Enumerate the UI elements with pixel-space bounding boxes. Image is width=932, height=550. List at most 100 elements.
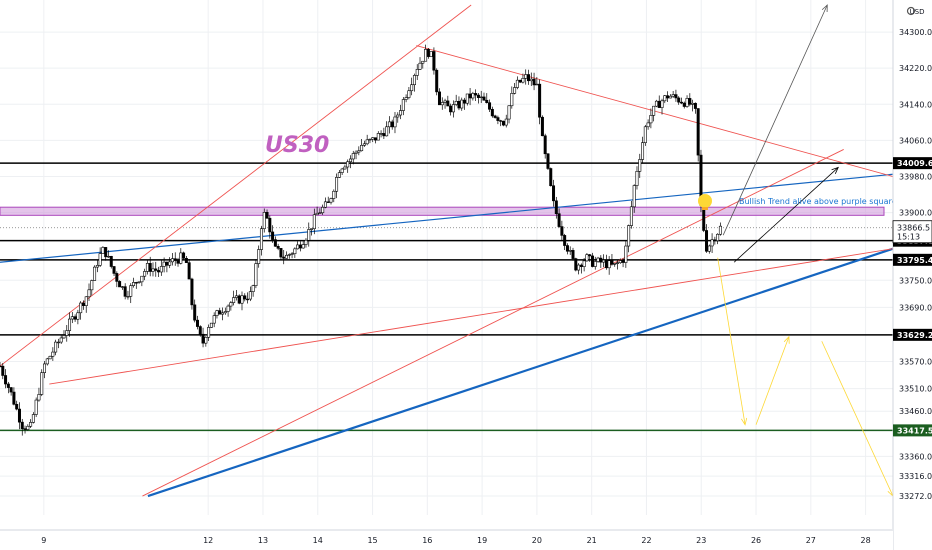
candle-body xyxy=(499,120,503,122)
candle-body xyxy=(449,105,453,113)
candle-body xyxy=(81,302,85,306)
candle-body xyxy=(34,399,38,415)
time-tick-label: 16 xyxy=(422,536,432,545)
level-price-tag-text: 33417.5 xyxy=(897,426,932,435)
horizontal-levels xyxy=(0,162,893,432)
projection-arrowhead xyxy=(741,417,748,426)
price-tick-label: 33272.0 xyxy=(899,492,932,501)
candle-body xyxy=(471,93,475,99)
candle-body xyxy=(549,168,553,187)
candle-body xyxy=(718,225,722,235)
level-price-tag xyxy=(893,253,932,266)
candle-body xyxy=(577,264,581,271)
candle-body xyxy=(565,245,569,252)
gear-icon[interactable] xyxy=(906,6,916,16)
level-price-tag-text: 34009.6 xyxy=(897,159,932,168)
candle-body xyxy=(168,261,172,266)
candle-body xyxy=(204,336,208,344)
time-tick-label: 21 xyxy=(587,536,597,545)
time-axis[interactable]: 9 12 13 14 15 16 19 20 21 22 23 26 27 28 xyxy=(0,529,893,550)
candle-body xyxy=(654,100,658,107)
candle-body xyxy=(365,139,369,145)
candle-body xyxy=(248,291,252,300)
candle-body xyxy=(143,271,147,277)
candle-body xyxy=(290,253,294,255)
candle-body xyxy=(26,425,30,430)
candle-body xyxy=(463,99,467,104)
candle-body xyxy=(610,260,614,265)
candle-body xyxy=(329,198,333,203)
candle-body xyxy=(87,289,91,298)
candle-body xyxy=(140,275,144,283)
candle-body xyxy=(657,100,661,108)
candle-body xyxy=(379,133,383,135)
candle-body xyxy=(590,255,594,267)
candle-body xyxy=(4,375,8,385)
candle-body xyxy=(429,51,433,57)
candle-body xyxy=(348,158,352,163)
projection-arrowhead xyxy=(831,166,839,175)
price-tick-label: 33750.0 xyxy=(899,276,932,285)
candle-body xyxy=(157,270,161,273)
candle-body xyxy=(543,135,547,155)
current-price-badge xyxy=(892,220,932,244)
candle-body xyxy=(582,260,586,267)
candle-body xyxy=(482,96,486,101)
candle-body xyxy=(184,257,188,263)
candle-body xyxy=(12,391,16,405)
candle-body xyxy=(187,262,191,280)
candle-body xyxy=(351,153,355,160)
price-tick-label: 33690.0 xyxy=(899,303,932,312)
candle-body xyxy=(663,95,667,102)
candle-body xyxy=(446,100,450,107)
candle-body xyxy=(629,206,633,226)
candle-body xyxy=(693,102,697,109)
candle-body xyxy=(468,93,472,99)
candle-body xyxy=(276,245,280,249)
candle-body xyxy=(460,99,464,109)
candle-body xyxy=(393,116,397,128)
candle-body xyxy=(132,282,136,286)
candle-body xyxy=(554,200,558,214)
candle-body xyxy=(479,96,483,99)
candle-body xyxy=(688,98,692,105)
candle-body xyxy=(382,133,386,137)
candle-body xyxy=(432,51,436,71)
note-text: Bullish Trend alive above purple square xyxy=(739,197,897,206)
zones xyxy=(0,206,885,216)
candle-body xyxy=(557,213,561,227)
candle-body xyxy=(301,244,305,249)
candle-body xyxy=(660,100,664,108)
candle-body xyxy=(488,102,492,110)
time-tick-label: 19 xyxy=(477,536,487,545)
candle-body xyxy=(401,99,405,111)
candle-body xyxy=(546,153,550,169)
candle-body xyxy=(212,315,216,324)
candle-body xyxy=(607,260,611,269)
candle-body xyxy=(79,302,83,314)
candle-body xyxy=(20,421,24,429)
price-axis[interactable]: 34300.0 34220.0 34140.0 34060.0 33980.0 33900… xyxy=(892,0,932,550)
candle-body xyxy=(190,278,194,306)
candle-body xyxy=(713,239,717,242)
candle-body xyxy=(6,383,10,388)
price-axis-background xyxy=(893,0,932,550)
candle-body xyxy=(404,97,408,100)
candle-body xyxy=(705,230,709,252)
candle-body xyxy=(23,428,27,430)
candle-body xyxy=(540,116,544,137)
candle-body xyxy=(538,83,542,118)
price-tick-label: 33900.0 xyxy=(899,209,932,218)
time-tick-label: 20 xyxy=(532,536,542,545)
candle-body xyxy=(560,226,564,236)
candle-body xyxy=(677,97,681,103)
candle-body xyxy=(159,266,163,273)
candle-body xyxy=(273,239,277,247)
settings-control[interactable] xyxy=(906,6,916,16)
candle-body xyxy=(104,247,108,258)
candle-body xyxy=(649,115,653,124)
candle-body xyxy=(426,49,430,57)
candle-body xyxy=(437,91,441,106)
projection-yellow-bounce-projection xyxy=(755,336,790,425)
